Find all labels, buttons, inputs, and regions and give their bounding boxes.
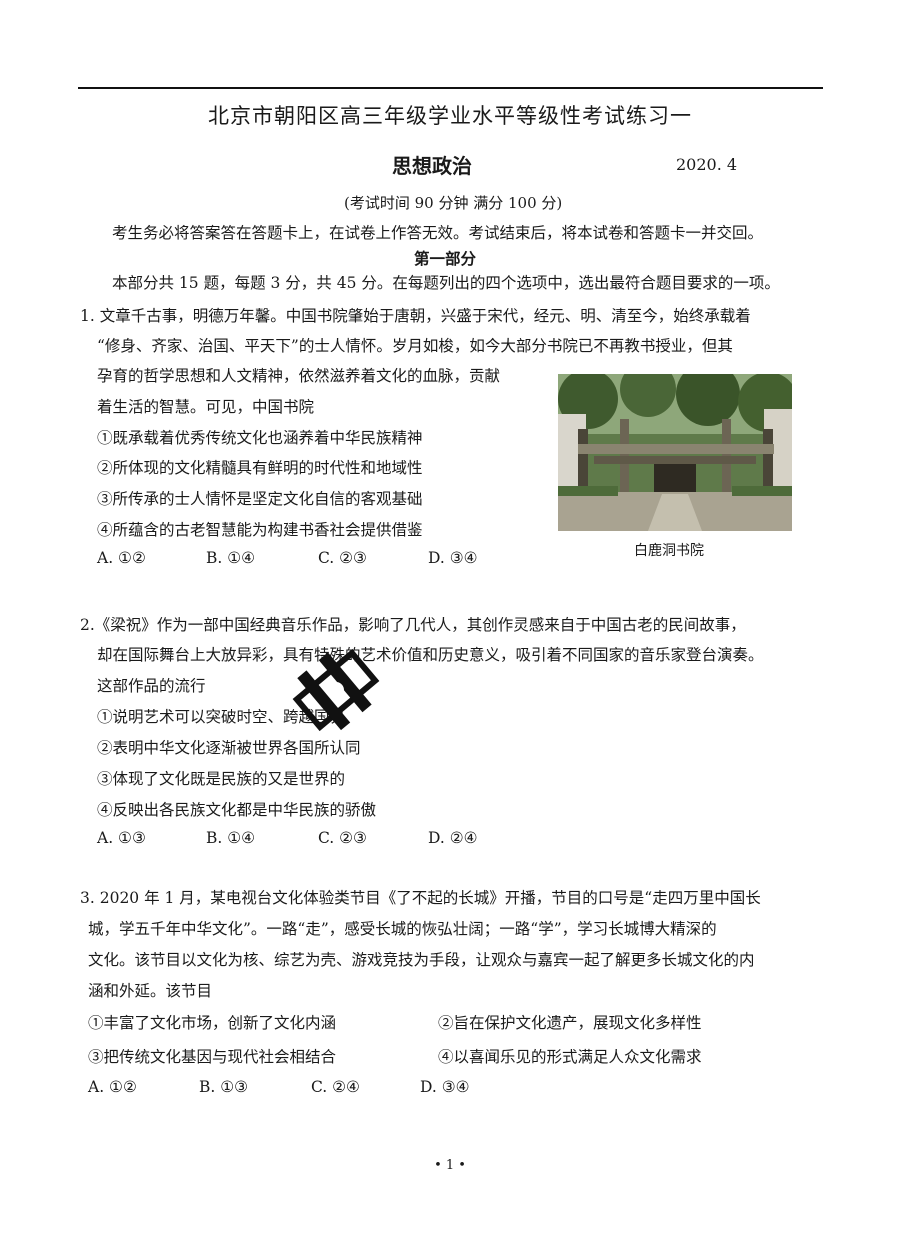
q1-line-4: 着生活的智慧。可见，中国书院 bbox=[97, 398, 315, 416]
q3-line-2: 城，学五千年中华文化”。一路“走”，感受长城的恢弘壮阔；一路“学”，学习长城博大… bbox=[88, 920, 717, 938]
q1-line-3: 孕育的哲学思想和人文精神，依然滋养着文化的血脉，贡献 bbox=[97, 367, 501, 385]
q2-option-b: B. ①④ bbox=[206, 829, 256, 847]
q1-option-b: B. ①④ bbox=[206, 549, 256, 567]
q1-option-a: A. ①② bbox=[97, 549, 146, 567]
q3-option-c: C. ②④ bbox=[311, 1078, 360, 1096]
q3-option-b: B. ①③ bbox=[199, 1078, 249, 1096]
q1-option-c: C. ②③ bbox=[318, 549, 367, 567]
q2-statement: ③体现了文化既是民族的又是世界的 bbox=[97, 770, 346, 788]
q1-statement: ④所蕴含的古老智慧能为构建书香社会提供借鉴 bbox=[97, 521, 423, 539]
q2-line-1: 2.《梁祝》作为一部中国经典音乐作品，影响了几代人，其创作灵感来自于中国古老的民… bbox=[80, 616, 746, 634]
academy-photo bbox=[558, 374, 792, 531]
part-heading: 第一部分 bbox=[414, 250, 477, 268]
top-rule bbox=[78, 87, 823, 89]
q1-statement: ②所体现的文化精髓具有鲜明的时代性和地域性 bbox=[97, 459, 423, 477]
q2-statement: ②表明中华文化逐渐被世界各国所认同 bbox=[97, 739, 361, 757]
subject-title: 思想政治 bbox=[392, 154, 472, 178]
q3-statement: ③把传统文化基因与现代社会相结合 bbox=[88, 1048, 337, 1066]
q3-line-1: 3. 2020 年 1 月，某电视台文化体验类节目《了不起的长城》开播，节目的口… bbox=[80, 889, 761, 907]
q1-statement: ①既承载着优秀传统文化也涵养着中华民族精神 bbox=[97, 429, 423, 447]
q2-statement: ④反映出各民族文化都是中华民族的骄傲 bbox=[97, 801, 377, 819]
q3-option-a: A. ①② bbox=[88, 1078, 137, 1096]
q3-line-4: 涵和外延。该节目 bbox=[88, 982, 213, 1000]
q2-option-c: C. ②③ bbox=[318, 829, 367, 847]
q3-statement: ①丰富了文化市场，创新了文化内涵 bbox=[88, 1014, 337, 1032]
page-number: • 1 • bbox=[434, 1158, 466, 1173]
q2-line-3: 这部作品的流行 bbox=[97, 677, 206, 695]
q1-statement: ③所传承的士人情怀是坚定文化自信的客观基础 bbox=[97, 490, 423, 508]
q1-line-1: 1. 文章千古事，明德万年馨。中国书院肇始于唐朝，兴盛于宋代，经元、明、清至今，… bbox=[80, 307, 751, 325]
q2-statement: ①说明艺术可以突破时空、跨越国界 bbox=[97, 708, 346, 726]
q1-option-d: D. ③④ bbox=[428, 549, 478, 567]
photo-caption: 白鹿洞书院 bbox=[634, 543, 704, 559]
exam-notice: 考生务必将答案答在答题卡上，在试卷上作答无效。考试结束后，将本试卷和答题卡一并交… bbox=[112, 224, 764, 242]
q2-line-2: 却在国际舞台上大放异彩，具有特殊的艺术价值和历史意义，吸引着不同国家的音乐家登台… bbox=[97, 646, 764, 664]
q3-statement: ②旨在保护文化遗产，展现文化多样性 bbox=[438, 1014, 702, 1032]
watermark-stamp bbox=[280, 634, 393, 747]
time-info: (考试时间 90 分钟 满分 100 分) bbox=[344, 194, 563, 212]
q1-line-2: “修身、齐家、治国、平天下”的士人情怀。岁月如梭，如今大部分书院已不再教书授业，… bbox=[97, 337, 733, 355]
exam-title: 北京市朝阳区高三年级学业水平等级性考试练习一 bbox=[208, 104, 692, 128]
q3-option-d: D. ③④ bbox=[420, 1078, 470, 1096]
q3-line-3: 文化。该节目以文化为核、综艺为壳、游戏竞技为手段，让观众与嘉宾一起了解更多长城文… bbox=[88, 951, 755, 969]
part-intro: 本部分共 15 题，每题 3 分，共 45 分。在每题列出的四个选项中，选出最符… bbox=[112, 274, 780, 292]
q2-option-a: A. ①③ bbox=[97, 829, 146, 847]
q2-option-d: D. ②④ bbox=[428, 829, 478, 847]
q3-statement: ④以喜闻乐见的形式满足人众文化需求 bbox=[438, 1048, 702, 1066]
exam-date: 2020. 4 bbox=[676, 155, 738, 174]
